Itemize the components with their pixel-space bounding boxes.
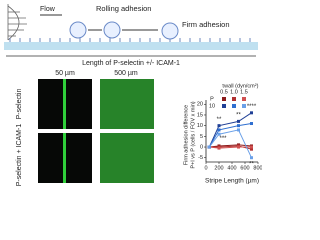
point xyxy=(250,145,253,149)
legend-title: τwall (dyn/cm²) xyxy=(222,83,259,89)
legend-column: 0.5 xyxy=(220,89,228,95)
series-line xyxy=(208,129,252,158)
y-tick-label: 10 xyxy=(197,123,203,129)
page: Flow Rolling adhesion Firm adhesion Leng… xyxy=(4,3,262,187)
series-line xyxy=(209,146,252,149)
micrographs xyxy=(38,79,154,183)
substrate xyxy=(4,42,258,50)
significance: **** xyxy=(247,104,257,110)
legend-marker xyxy=(242,97,246,101)
point xyxy=(250,111,253,115)
y-axis-label: Firm adhesion difference xyxy=(183,105,189,165)
y-tick-label: 0 xyxy=(200,144,203,150)
cell xyxy=(69,21,87,39)
figure: Flow Rolling adhesion Firm adhesion Leng… xyxy=(4,4,262,187)
y-tick-label: 5 xyxy=(200,134,203,140)
legend-marker xyxy=(242,104,246,108)
image-column-label: 50 µm xyxy=(55,70,75,77)
significance: ** xyxy=(236,113,241,119)
point xyxy=(217,128,221,132)
point xyxy=(250,122,253,126)
legend-marker xyxy=(232,97,236,101)
significance: *** xyxy=(219,136,227,142)
firm-label-1: Firm adhesion xyxy=(182,20,230,29)
x-tick-label: 800 xyxy=(253,165,262,171)
legend-row: P xyxy=(210,96,214,102)
significance: ** xyxy=(249,162,254,168)
image-column-label: 500 µm xyxy=(114,70,138,77)
point xyxy=(237,128,240,132)
x-tick-label: 0 xyxy=(204,165,207,171)
series-line xyxy=(209,145,252,150)
image-row-label: P-selectin + ICAM-1 xyxy=(16,124,23,187)
length-label: Length of P-selectin +/- ICAM-1 xyxy=(82,60,180,67)
cell xyxy=(103,21,121,39)
y-axis-label: P+I vs P (cells / FOV x min) xyxy=(190,101,196,168)
point xyxy=(250,147,253,151)
legend-column: 1.0 xyxy=(230,89,238,95)
legend-marker xyxy=(232,104,236,108)
point xyxy=(217,132,221,136)
x-tick-label: 200 xyxy=(214,165,223,171)
y-tick-label: -5 xyxy=(198,155,203,161)
image-row-label: P-selectin xyxy=(16,89,23,120)
x-tick-label: 600 xyxy=(240,165,249,171)
legend-row: 10 xyxy=(209,103,215,109)
x-tick-label: 400 xyxy=(227,165,236,171)
flow-profile xyxy=(7,4,27,41)
y-tick-label: 15 xyxy=(197,112,203,118)
legend-marker xyxy=(222,97,226,101)
receptors xyxy=(9,38,251,42)
cell xyxy=(161,22,179,40)
point xyxy=(250,156,253,160)
point xyxy=(207,145,211,149)
point xyxy=(237,145,240,149)
legend-column: 1.5 xyxy=(240,89,248,95)
y-tick-label: 20 xyxy=(197,102,203,108)
point xyxy=(237,124,240,128)
x-axis-label: Stripe Length (µm) xyxy=(205,178,259,185)
series-line xyxy=(209,144,252,148)
flow-label: Flow xyxy=(40,6,56,13)
series-line xyxy=(208,123,252,148)
point xyxy=(217,124,221,128)
significance: ** xyxy=(217,117,222,123)
legend-marker xyxy=(222,104,226,108)
series-line xyxy=(208,112,252,148)
rolling-label: Rolling adhesion xyxy=(96,4,151,13)
point xyxy=(217,146,221,150)
point xyxy=(237,119,240,123)
